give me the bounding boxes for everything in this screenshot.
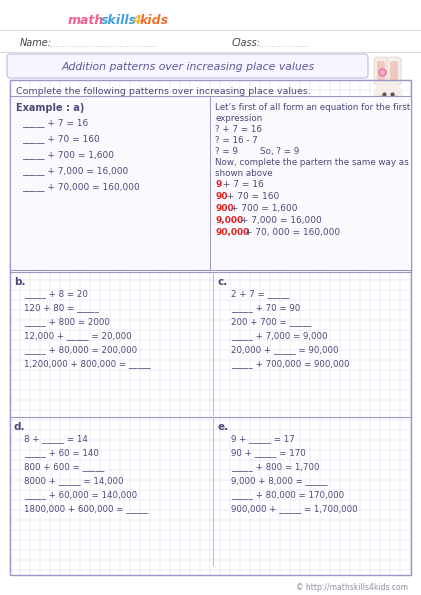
Text: + 7,000 = 16,000: + 7,000 = 16,000	[237, 216, 321, 225]
Circle shape	[378, 95, 386, 103]
Text: 2 + 7 = _____: 2 + 7 = _____	[231, 289, 289, 298]
Text: Example : a): Example : a)	[16, 103, 84, 113]
Text: _____ + 70 = 90: _____ + 70 = 90	[231, 303, 300, 312]
Text: Addition patterns over increasing place values: Addition patterns over increasing place …	[61, 62, 314, 72]
Text: _____ + 700 = 1,600: _____ + 700 = 1,600	[22, 150, 114, 159]
Text: + 7 = 16: + 7 = 16	[219, 180, 263, 189]
Text: + 700 = 1,600: + 700 = 1,600	[229, 204, 298, 213]
Text: 8 + _____ = 14: 8 + _____ = 14	[24, 434, 88, 443]
Text: 20,000 + _____ = 90,000: 20,000 + _____ = 90,000	[231, 345, 338, 354]
FancyBboxPatch shape	[387, 57, 401, 85]
Text: © http://mathskills4kids.com: © http://mathskills4kids.com	[296, 583, 408, 592]
FancyBboxPatch shape	[377, 61, 385, 81]
Bar	[10, 96, 411, 270]
Text: _____ + 7 = 16: _____ + 7 = 16	[22, 118, 88, 127]
Text: 90 + _____ = 170: 90 + _____ = 170	[231, 448, 306, 457]
Text: 8000 + _____ = 14,000: 8000 + _____ = 14,000	[24, 476, 123, 485]
Text: _____ + 800 = 1,700: _____ + 800 = 1,700	[231, 462, 320, 471]
Text: ? = 9        So, ? = 9: ? = 9 So, ? = 9	[215, 147, 299, 156]
Text: 9 + _____ = 17: 9 + _____ = 17	[231, 434, 295, 443]
Text: _____ + 8 = 20: _____ + 8 = 20	[24, 289, 88, 298]
Text: Now, complete the partern the same way as: Now, complete the partern the same way a…	[215, 158, 409, 167]
Text: ..............................................: ........................................…	[48, 40, 157, 49]
Text: Let’s first of all form an equation for the first: Let’s first of all form an equation for …	[215, 103, 410, 112]
Text: kids: kids	[140, 14, 169, 27]
Text: b.: b.	[14, 277, 26, 287]
Text: ......................: ......................	[257, 40, 309, 49]
Text: _____ + 80,000 = 170,000: _____ + 80,000 = 170,000	[231, 490, 344, 499]
Text: 1,200,000 + 800,000 = _____: 1,200,000 + 800,000 = _____	[24, 359, 151, 368]
Circle shape	[374, 82, 402, 110]
Text: e.: e.	[218, 422, 229, 432]
Text: ? = 16 - 7: ? = 16 - 7	[215, 136, 258, 145]
Text: 9: 9	[215, 180, 221, 189]
Text: _____ + 60,000 = 140,000: _____ + 60,000 = 140,000	[24, 490, 137, 499]
Circle shape	[372, 102, 404, 134]
Text: Complete the following patterns over increasing place values.: Complete the following patterns over inc…	[16, 87, 311, 96]
Text: _____ + 800 = 2000: _____ + 800 = 2000	[24, 317, 110, 326]
Text: 12,000 + _____ = 20,000: 12,000 + _____ = 20,000	[24, 331, 132, 340]
FancyBboxPatch shape	[374, 57, 388, 85]
Text: Name:: Name:	[20, 38, 52, 48]
Text: 900,000 + _____ = 1,700,000: 900,000 + _____ = 1,700,000	[231, 504, 357, 513]
Text: _____ + 70,000 = 160,000: _____ + 70,000 = 160,000	[22, 182, 140, 191]
Text: _____ + 70 = 160: _____ + 70 = 160	[22, 134, 100, 143]
Circle shape	[370, 121, 384, 135]
Bar	[10, 80, 411, 575]
Text: shown above: shown above	[215, 169, 273, 178]
Circle shape	[390, 95, 398, 103]
Text: 120 + 80 = _____: 120 + 80 = _____	[24, 303, 99, 312]
Text: 90,000: 90,000	[215, 228, 249, 237]
Text: 900: 900	[215, 204, 234, 213]
Text: 200 + 700 = _____: 200 + 700 = _____	[231, 317, 312, 326]
Text: _____ + 7,000 = 16,000: _____ + 7,000 = 16,000	[22, 166, 128, 175]
Text: ? + 7 = 16: ? + 7 = 16	[215, 125, 262, 134]
Text: _____ + 7,000 = 9,000: _____ + 7,000 = 9,000	[231, 331, 328, 340]
Text: 9,000 + 8,000 = _____: 9,000 + 8,000 = _____	[231, 476, 328, 485]
Text: _____ + 60 = 140: _____ + 60 = 140	[24, 448, 99, 457]
Text: 4: 4	[132, 14, 141, 27]
Text: 800 + 600 = _____: 800 + 600 = _____	[24, 462, 104, 471]
FancyBboxPatch shape	[7, 54, 368, 78]
Text: + 70, 000 = 160,000: + 70, 000 = 160,000	[242, 228, 340, 237]
Text: expression: expression	[215, 114, 262, 123]
Text: + 70 = 160: + 70 = 160	[224, 192, 279, 201]
Text: 1800,000 + 600,000 = _____: 1800,000 + 600,000 = _____	[24, 504, 148, 513]
Text: 9,000: 9,000	[215, 216, 243, 225]
Text: 90: 90	[215, 192, 227, 201]
Text: _____ + 700,000 = 900,000: _____ + 700,000 = 900,000	[231, 359, 349, 368]
Text: _____ + 80,000 = 200,000: _____ + 80,000 = 200,000	[24, 345, 137, 354]
Circle shape	[392, 121, 406, 135]
Text: d.: d.	[14, 422, 26, 432]
Text: c.: c.	[218, 277, 228, 287]
Text: skills: skills	[101, 14, 137, 27]
FancyBboxPatch shape	[390, 61, 398, 81]
Text: math: math	[68, 14, 104, 27]
Text: Class:: Class:	[232, 38, 261, 48]
